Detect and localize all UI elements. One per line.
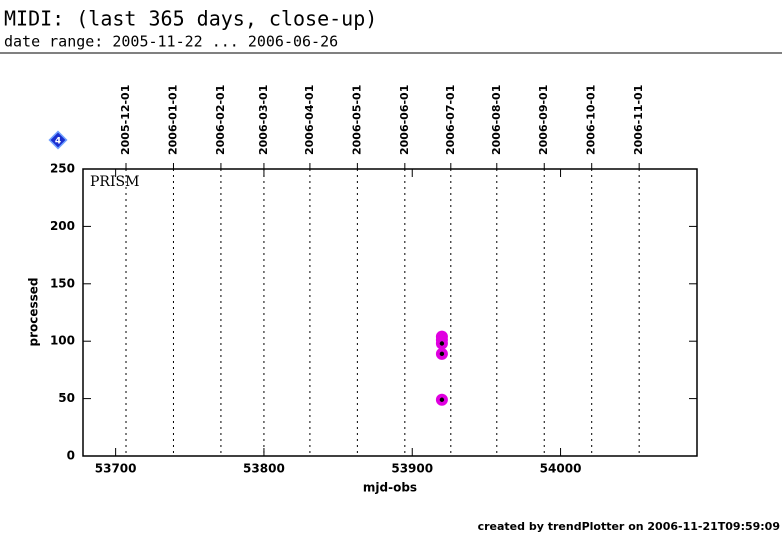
data-point-core bbox=[439, 351, 445, 357]
date-label: 2006-11-01 bbox=[632, 85, 645, 155]
date-label: 2006-03-01 bbox=[257, 85, 270, 155]
data-point-core bbox=[439, 397, 445, 402]
badge-diamond bbox=[48, 130, 68, 150]
date-label: 2005-12-01 bbox=[119, 85, 132, 155]
x-axis-label: mjd-obs bbox=[363, 481, 417, 495]
y-tick-label: 150 bbox=[50, 276, 75, 290]
plot-frame bbox=[82, 168, 698, 457]
date-label: 2006-07-01 bbox=[444, 85, 457, 155]
y-tick-label: 100 bbox=[50, 334, 75, 348]
date-label: 2006-10-01 bbox=[585, 85, 598, 155]
date-label: 2006-02-01 bbox=[214, 85, 227, 155]
date-label: 2006-08-01 bbox=[490, 85, 503, 155]
y-axis-label: processed bbox=[27, 277, 41, 346]
date-label: 2006-06-01 bbox=[398, 85, 411, 155]
y-tick-label: 250 bbox=[50, 162, 75, 176]
date-label: 2006-04-01 bbox=[303, 85, 316, 155]
date-label: 2006-01-01 bbox=[166, 85, 179, 155]
x-tick-label: 53700 bbox=[95, 462, 137, 476]
x-tick-label: 53800 bbox=[243, 462, 285, 476]
data-point-core bbox=[439, 341, 445, 346]
y-tick-label: 50 bbox=[58, 391, 75, 405]
annotation: PRISM bbox=[90, 174, 139, 190]
y-tick-label: 200 bbox=[50, 219, 75, 233]
badge: 4 bbox=[48, 130, 68, 150]
date-label: 2006-05-01 bbox=[350, 85, 363, 155]
y-tick-label: 0 bbox=[67, 449, 75, 463]
badge-label: 4 bbox=[55, 137, 61, 147]
x-tick-label: 53900 bbox=[391, 462, 433, 476]
chart-subtitle: date range: 2005-11-22 ... 2006-06-26 bbox=[4, 33, 338, 51]
chart-title: MIDI: (last 365 days, close-up) bbox=[4, 7, 377, 31]
x-tick-label: 54000 bbox=[540, 462, 582, 476]
footer: created by trendPlotter on 2006-11-21T09… bbox=[478, 520, 780, 533]
date-label: 2006-09-01 bbox=[537, 85, 550, 155]
